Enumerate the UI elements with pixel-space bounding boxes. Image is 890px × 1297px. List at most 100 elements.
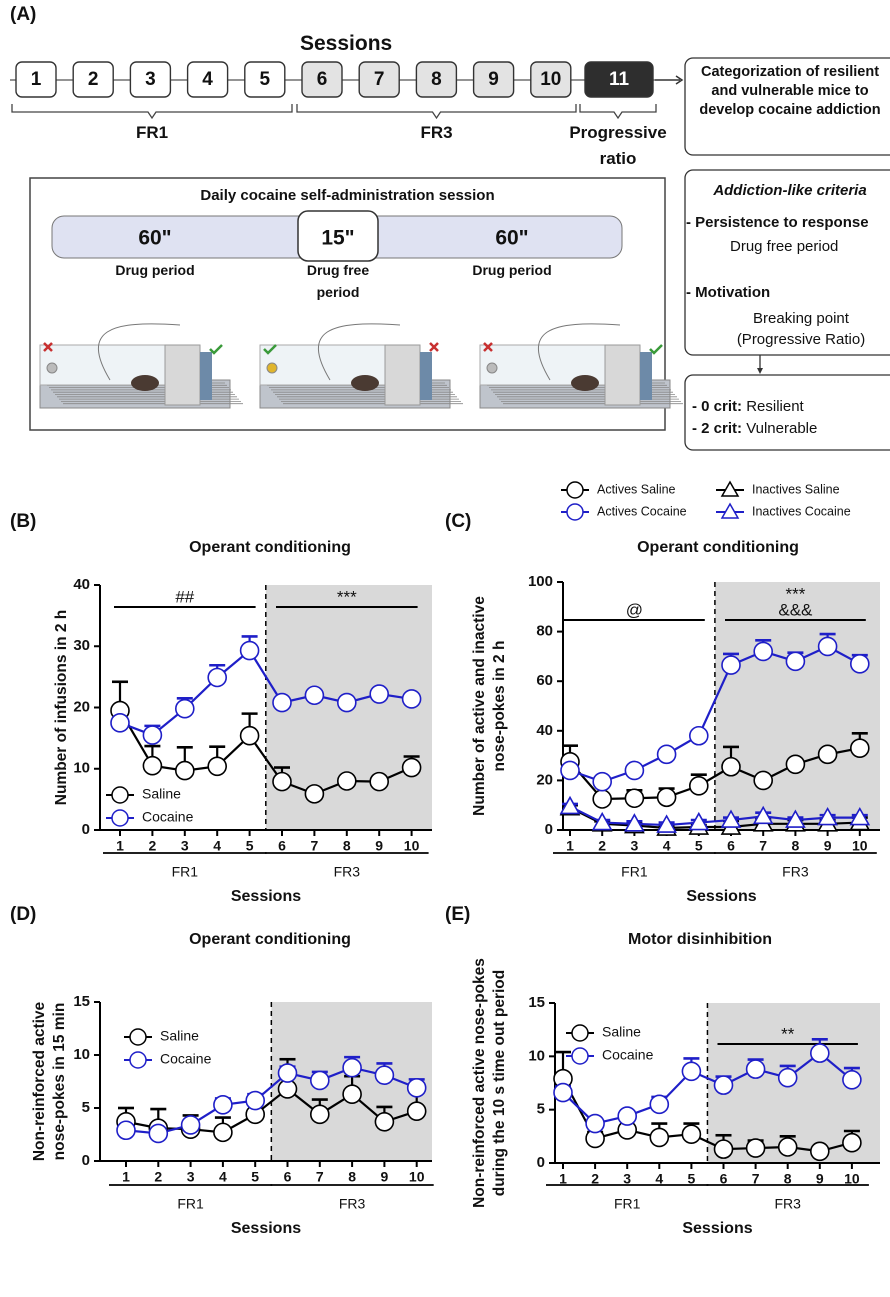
x-axis-label: Sessions xyxy=(686,888,756,905)
y-tick-label: 80 xyxy=(536,623,553,640)
marker xyxy=(849,654,870,674)
session-number: 11 xyxy=(609,69,630,90)
session-box xyxy=(186,61,229,98)
y-tick-label: 15 xyxy=(528,994,545,1011)
marker xyxy=(817,744,838,765)
x-axis-label: Sessions xyxy=(231,1220,301,1237)
marker xyxy=(785,651,806,672)
marker xyxy=(785,754,806,775)
session-box xyxy=(472,61,515,98)
mouse xyxy=(571,375,599,391)
y-tick-label: 20 xyxy=(73,698,90,715)
marker xyxy=(817,806,838,826)
x-tick-label: 4 xyxy=(219,1169,227,1185)
marker xyxy=(721,655,741,675)
y-tick-label: 30 xyxy=(73,637,90,654)
marker xyxy=(336,692,357,713)
panel-label: (B) xyxy=(10,511,36,532)
series-line xyxy=(569,805,860,827)
legend-marker xyxy=(571,1047,589,1065)
session-box xyxy=(358,61,400,98)
pump xyxy=(200,352,212,400)
x-tick-label: 4 xyxy=(655,1171,663,1187)
outcome-key: - 0 crit: xyxy=(692,398,743,415)
x-tick-label: 1 xyxy=(122,1169,130,1185)
marker xyxy=(842,1132,862,1153)
y-tick-label: 60 xyxy=(536,672,553,689)
group-label: FR1 xyxy=(177,1196,204,1212)
session-box xyxy=(129,61,172,98)
marker xyxy=(277,1063,298,1083)
legend-label: Saline xyxy=(602,1024,641,1040)
pump xyxy=(640,352,652,400)
significance-label: &&& xyxy=(778,600,813,619)
x-tick-label: 1 xyxy=(116,838,124,854)
marker xyxy=(309,1104,330,1125)
y-tick-label: 10 xyxy=(73,1046,90,1063)
group-label: FR3 xyxy=(774,1196,801,1212)
marker xyxy=(753,770,774,791)
x-tick-label: 10 xyxy=(404,838,420,854)
marker xyxy=(369,771,390,792)
criterion-detail: Breaking point (Progressive Ratio) xyxy=(736,310,866,348)
marker xyxy=(688,811,710,831)
x-tick-label: 4 xyxy=(663,838,671,854)
session-box xyxy=(72,61,114,98)
marker xyxy=(213,1095,233,1115)
y-axis-label: Number of infusions in 2 h xyxy=(53,610,70,805)
y-axis-label: Non-reinforced active nose-pokes xyxy=(471,958,488,1208)
bracket xyxy=(296,104,577,120)
chart-title: Operant conditioning xyxy=(189,539,351,556)
chart-title: Operant conditioning xyxy=(637,539,799,556)
bracket xyxy=(579,104,657,120)
significance-label: @ xyxy=(626,600,643,619)
marker xyxy=(591,811,613,831)
marker xyxy=(245,1090,265,1111)
marker xyxy=(656,744,677,765)
marker xyxy=(142,725,163,745)
x-tick-label: 3 xyxy=(187,1169,195,1185)
chamber-illustration xyxy=(479,323,683,409)
period-label: Drug free period xyxy=(306,262,370,300)
period-duration: 60" xyxy=(495,227,528,250)
mark xyxy=(43,342,53,352)
session-number: 6 xyxy=(317,69,328,90)
marker xyxy=(272,771,292,792)
marker xyxy=(142,755,163,776)
marker xyxy=(745,1138,766,1158)
panel-label: (C) xyxy=(445,511,471,532)
y-tick-label: 10 xyxy=(528,1047,545,1064)
session-box xyxy=(244,61,286,98)
legend-label: Inactives Saline xyxy=(752,482,840,496)
legend-label: Cocaine xyxy=(142,809,194,825)
legend-marker xyxy=(720,480,740,497)
chart: FR1 @ FR3 ***&&& 0 20 40 60 80 100 1 2 3 4 5 6 7 8 9 10 (C) O… xyxy=(445,480,880,905)
marker xyxy=(649,1127,670,1148)
session-title: Daily cocaine self-administration sessio… xyxy=(200,187,495,204)
mark xyxy=(483,342,493,352)
group-label: FR1 xyxy=(614,1196,641,1212)
marker xyxy=(110,713,130,733)
y-tick-label: 5 xyxy=(537,1101,545,1118)
session-box xyxy=(15,61,57,98)
marker xyxy=(656,787,677,808)
categorization-text: Categorization of resilient and vulnerab… xyxy=(699,64,881,118)
series-line xyxy=(125,1066,418,1135)
y-tick-label: 0 xyxy=(82,821,90,838)
marker xyxy=(842,1070,862,1090)
chart-title: Motor disinhibition xyxy=(628,931,772,948)
x-tick-label: 8 xyxy=(343,838,351,854)
marker xyxy=(175,760,195,781)
series-line xyxy=(562,1078,853,1153)
criterion-detail: Drug free period xyxy=(730,238,839,255)
x-axis-label: Sessions xyxy=(231,888,301,905)
marker xyxy=(239,640,260,661)
legend-label: Cocaine xyxy=(602,1047,654,1063)
x-tick-label: 10 xyxy=(844,1171,860,1187)
x-tick-label: 6 xyxy=(727,838,735,854)
y-axis-label: during the 10 s time out period xyxy=(491,970,508,1197)
session-number: 4 xyxy=(202,69,213,90)
chamber-illustration xyxy=(259,323,463,409)
legend-marker xyxy=(111,809,129,827)
period-duration: 15" xyxy=(321,227,354,250)
